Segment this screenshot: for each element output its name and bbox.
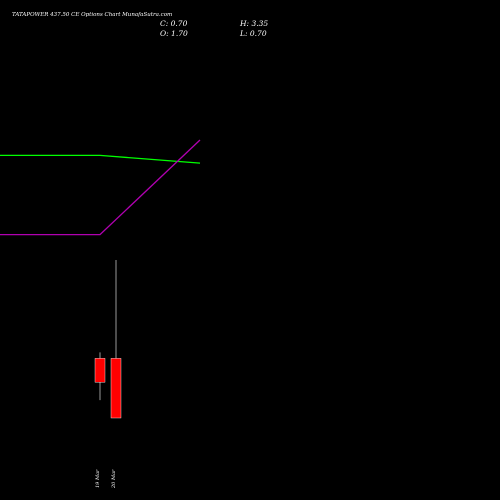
high-value: H: 3.35	[240, 19, 269, 28]
chart-title: TATAPOWER 437.50 CE Options Chart Munafa…	[12, 12, 173, 18]
open-value: O: 1.70	[160, 29, 188, 38]
indicator-line-2	[0, 139, 201, 236]
x-tick-label-2: 20 Mar	[111, 469, 117, 489]
low-value: L: 0.70	[240, 29, 267, 38]
indicator-line-1	[0, 154, 201, 164]
candle-body-1	[94, 358, 106, 383]
close-value: C: 0.70	[160, 19, 188, 28]
candle-body-2	[110, 358, 122, 419]
x-tick-label-1: 19 Mar	[95, 469, 101, 488]
